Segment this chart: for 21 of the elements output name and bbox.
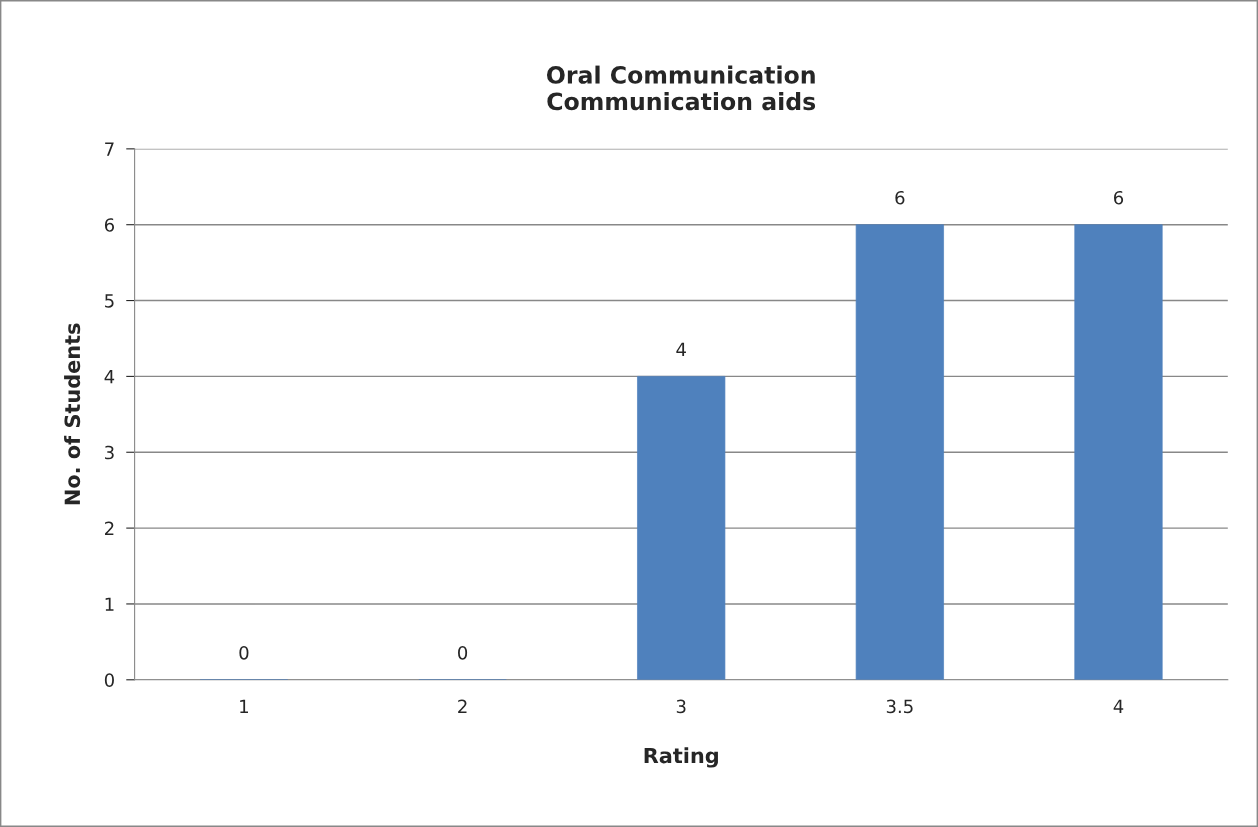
data-label: 6 bbox=[1114, 190, 1124, 205]
data-label: 4 bbox=[676, 342, 686, 356]
x-tick-label: 4 bbox=[1113, 699, 1124, 713]
x-tick-label: 1 bbox=[240, 699, 248, 713]
y-tick-label: 1 bbox=[105, 597, 114, 611]
y-tick-label: 3 bbox=[105, 445, 114, 460]
data-label: 0 bbox=[458, 645, 468, 660]
data-label: 6 bbox=[895, 190, 905, 205]
x-tick-label: 3.5 bbox=[886, 699, 913, 714]
data-label: 0 bbox=[239, 645, 249, 660]
y-tick-label: 7 bbox=[105, 142, 114, 156]
chart-title: Oral Communication Communication aids bbox=[547, 65, 816, 111]
y-tick-label: 6 bbox=[104, 218, 115, 232]
y-axis-title: No. of Students bbox=[64, 323, 81, 505]
y-tick-label: 0 bbox=[104, 673, 114, 687]
x-tick-label: 2 bbox=[458, 699, 467, 713]
x-tick-label: 3 bbox=[676, 699, 686, 714]
x-axis-title: Rating bbox=[644, 747, 718, 768]
y-tick-label: 4 bbox=[104, 370, 115, 384]
y-tick-label: 2 bbox=[105, 521, 114, 535]
y-tick-label: 5 bbox=[105, 294, 114, 308]
